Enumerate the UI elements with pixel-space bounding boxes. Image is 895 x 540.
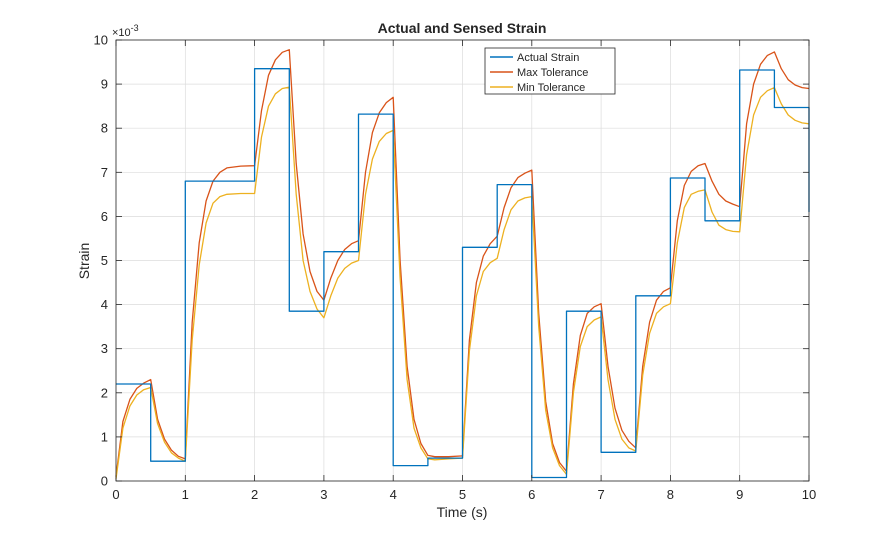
x-tick-label: 7 <box>597 487 604 502</box>
y-tick-label: 7 <box>101 165 108 180</box>
legend-label-max-tolerance: Max Tolerance <box>517 67 588 79</box>
x-tick-label: 1 <box>182 487 189 502</box>
y-tick-label: 9 <box>101 77 108 92</box>
y-tick-label: 6 <box>101 209 108 224</box>
y-multiplier: ×10-3 <box>112 23 139 39</box>
series-line-min-tolerance <box>115 86 810 479</box>
x-tick-label: 5 <box>459 487 466 502</box>
y-tick-label: 8 <box>101 121 108 136</box>
y-axis-label: Strain <box>76 243 92 280</box>
series-line-max-tolerance <box>115 49 810 477</box>
legend-label-min-tolerance: Min Tolerance <box>517 82 585 94</box>
y-tick-label: 0 <box>101 474 108 489</box>
legend: Actual Strain Max Tolerance Min Toleranc… <box>484 47 616 95</box>
x-tick-label: 4 <box>390 487 397 502</box>
x-tick-label: 8 <box>667 487 674 502</box>
series-group <box>115 49 810 479</box>
y-tick-label: 2 <box>101 385 108 400</box>
chart-title: Actual and Sensed Strain <box>378 20 547 36</box>
x-tick-label: 6 <box>528 487 535 502</box>
x-tick-label: 2 <box>251 487 258 502</box>
series-line-actual-strain <box>116 68 810 479</box>
x-axis-label: Time (s) <box>437 504 488 520</box>
x-tick-labels: 0 1 2 3 4 5 6 7 8 9 10 <box>112 487 816 502</box>
ticks <box>115 39 810 482</box>
x-tick-label: 10 <box>802 487 816 502</box>
y-multiplier-exponent: -3 <box>131 23 139 33</box>
y-multiplier-base: ×10 <box>112 27 131 39</box>
x-tick-label: 9 <box>736 487 743 502</box>
x-tick-label: 3 <box>320 487 327 502</box>
y-tick-labels: 0 1 2 3 4 5 6 7 8 9 10 <box>94 33 108 489</box>
x-tick-label: 0 <box>112 487 119 502</box>
y-tick-label: 10 <box>94 33 108 48</box>
y-tick-label: 3 <box>101 341 108 356</box>
legend-label-actual-strain: Actual Strain <box>517 52 579 64</box>
y-tick-label: 4 <box>101 297 108 312</box>
y-tick-label: 5 <box>101 253 108 268</box>
y-tick-label: 1 <box>101 429 108 444</box>
